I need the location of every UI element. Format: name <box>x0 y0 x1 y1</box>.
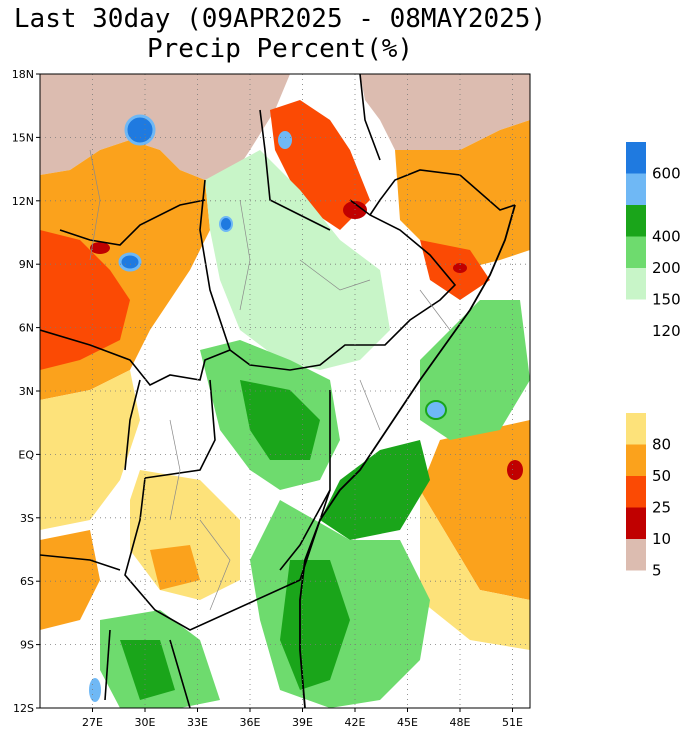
dry-band-ethiopia-north <box>270 100 370 230</box>
dry-band-east-coast <box>420 420 530 600</box>
dry-spot-tanzania <box>150 545 200 590</box>
extreme-spot-sudan-1 <box>124 114 156 146</box>
legend-lower-group: 80 50 25 10 5 <box>626 413 671 580</box>
wet-band-ethiopia <box>205 150 390 370</box>
very-low-spot-4 <box>453 263 467 273</box>
country-borders <box>40 74 516 708</box>
very-low-spot-1 <box>90 242 110 254</box>
lat-tick-label: 3S <box>20 512 34 525</box>
legend-swatch <box>626 539 646 571</box>
lat-tick-label: 3N <box>19 385 34 398</box>
lat-tick-label: 6N <box>19 322 34 335</box>
lat-tick-label: 18N <box>12 68 34 81</box>
very-wet-band-kenya <box>240 380 320 460</box>
legend-swatch <box>626 142 646 174</box>
lon-tick-label: 51E <box>502 716 523 729</box>
lon-tick-label: 36E <box>240 716 261 729</box>
lat-axis-labels: 18N 15N 12N 9N 6N 3N EQ 3S 6S 9S 12S <box>12 68 35 715</box>
lon-tick-label: 27E <box>82 716 103 729</box>
legend-label: 150 <box>652 291 681 309</box>
legend-label: 25 <box>652 499 671 517</box>
legend-label: 50 <box>652 467 671 485</box>
legend-swatch <box>626 236 646 268</box>
legend-swatch <box>626 205 646 237</box>
desert-arabia-region <box>360 74 530 160</box>
extreme-spot-sudan-2 <box>118 252 142 272</box>
extreme-spot-ethiopia <box>278 131 292 149</box>
lon-tick-label: 48E <box>450 716 471 729</box>
legend-swatch <box>626 507 646 539</box>
lat-tick-label: 9N <box>19 258 34 271</box>
lat-tick-label: 12N <box>12 195 34 208</box>
very-wet-band-malawi <box>120 640 175 700</box>
extreme-spot-sudan-3 <box>219 216 233 232</box>
lat-tick-label: 9S <box>20 639 34 652</box>
map-title-line2: Precip Percent(%) <box>146 34 414 64</box>
legend-label: 80 <box>652 436 671 454</box>
very-dry-band-west <box>40 230 130 370</box>
coastline <box>299 204 516 708</box>
legend-label: 600 <box>652 165 681 183</box>
very-wet-band-south <box>280 560 350 690</box>
dry-band-southwest <box>40 530 100 630</box>
wet-band-somalia <box>420 300 530 440</box>
legend-label: 10 <box>652 530 671 548</box>
map-title-line1: Last 30day (09APR2025 - 08MAY2025) <box>13 4 547 34</box>
lon-axis-labels: 27E 30E 33E 36E 39E 42E 45E 48E 51E <box>82 716 523 729</box>
desert-north-region <box>40 74 290 180</box>
dry-band-gulf-aden <box>395 120 530 270</box>
lat-tick-label: 12S <box>13 702 34 715</box>
legend-swatch <box>626 173 646 205</box>
precip-field <box>40 74 530 708</box>
legend-swatch <box>626 268 646 300</box>
axis-tick-marks <box>36 73 513 712</box>
legend-label: 400 <box>652 228 681 246</box>
lon-tick-label: 45E <box>397 716 418 729</box>
dry-band-west-south <box>40 370 140 530</box>
lon-tick-label: 39E <box>292 716 313 729</box>
legend-label: 120 <box>652 322 681 340</box>
lat-tick-label: 6S <box>20 575 34 588</box>
legend-upper-group: 600 400 200 150 120 <box>626 142 681 340</box>
extreme-spot-zambia <box>89 678 101 702</box>
lat-tick-label: 15N <box>12 131 34 144</box>
lon-tick-label: 42E <box>345 716 366 729</box>
legend-swatch <box>626 444 646 476</box>
very-low-spot-3 <box>507 460 523 480</box>
lat-tick-label: EQ <box>18 448 34 461</box>
legend-label: 200 <box>652 259 681 277</box>
legend-swatch <box>626 413 646 445</box>
lon-tick-label: 33E <box>187 716 208 729</box>
moderate-band-east <box>420 490 530 650</box>
lon-tick-label: 30E <box>135 716 156 729</box>
legend-label: 5 <box>652 562 662 580</box>
legend-swatch <box>626 476 646 508</box>
very-wet-band-somalia-coast <box>320 440 430 540</box>
extreme-spot-somalia <box>425 400 447 420</box>
